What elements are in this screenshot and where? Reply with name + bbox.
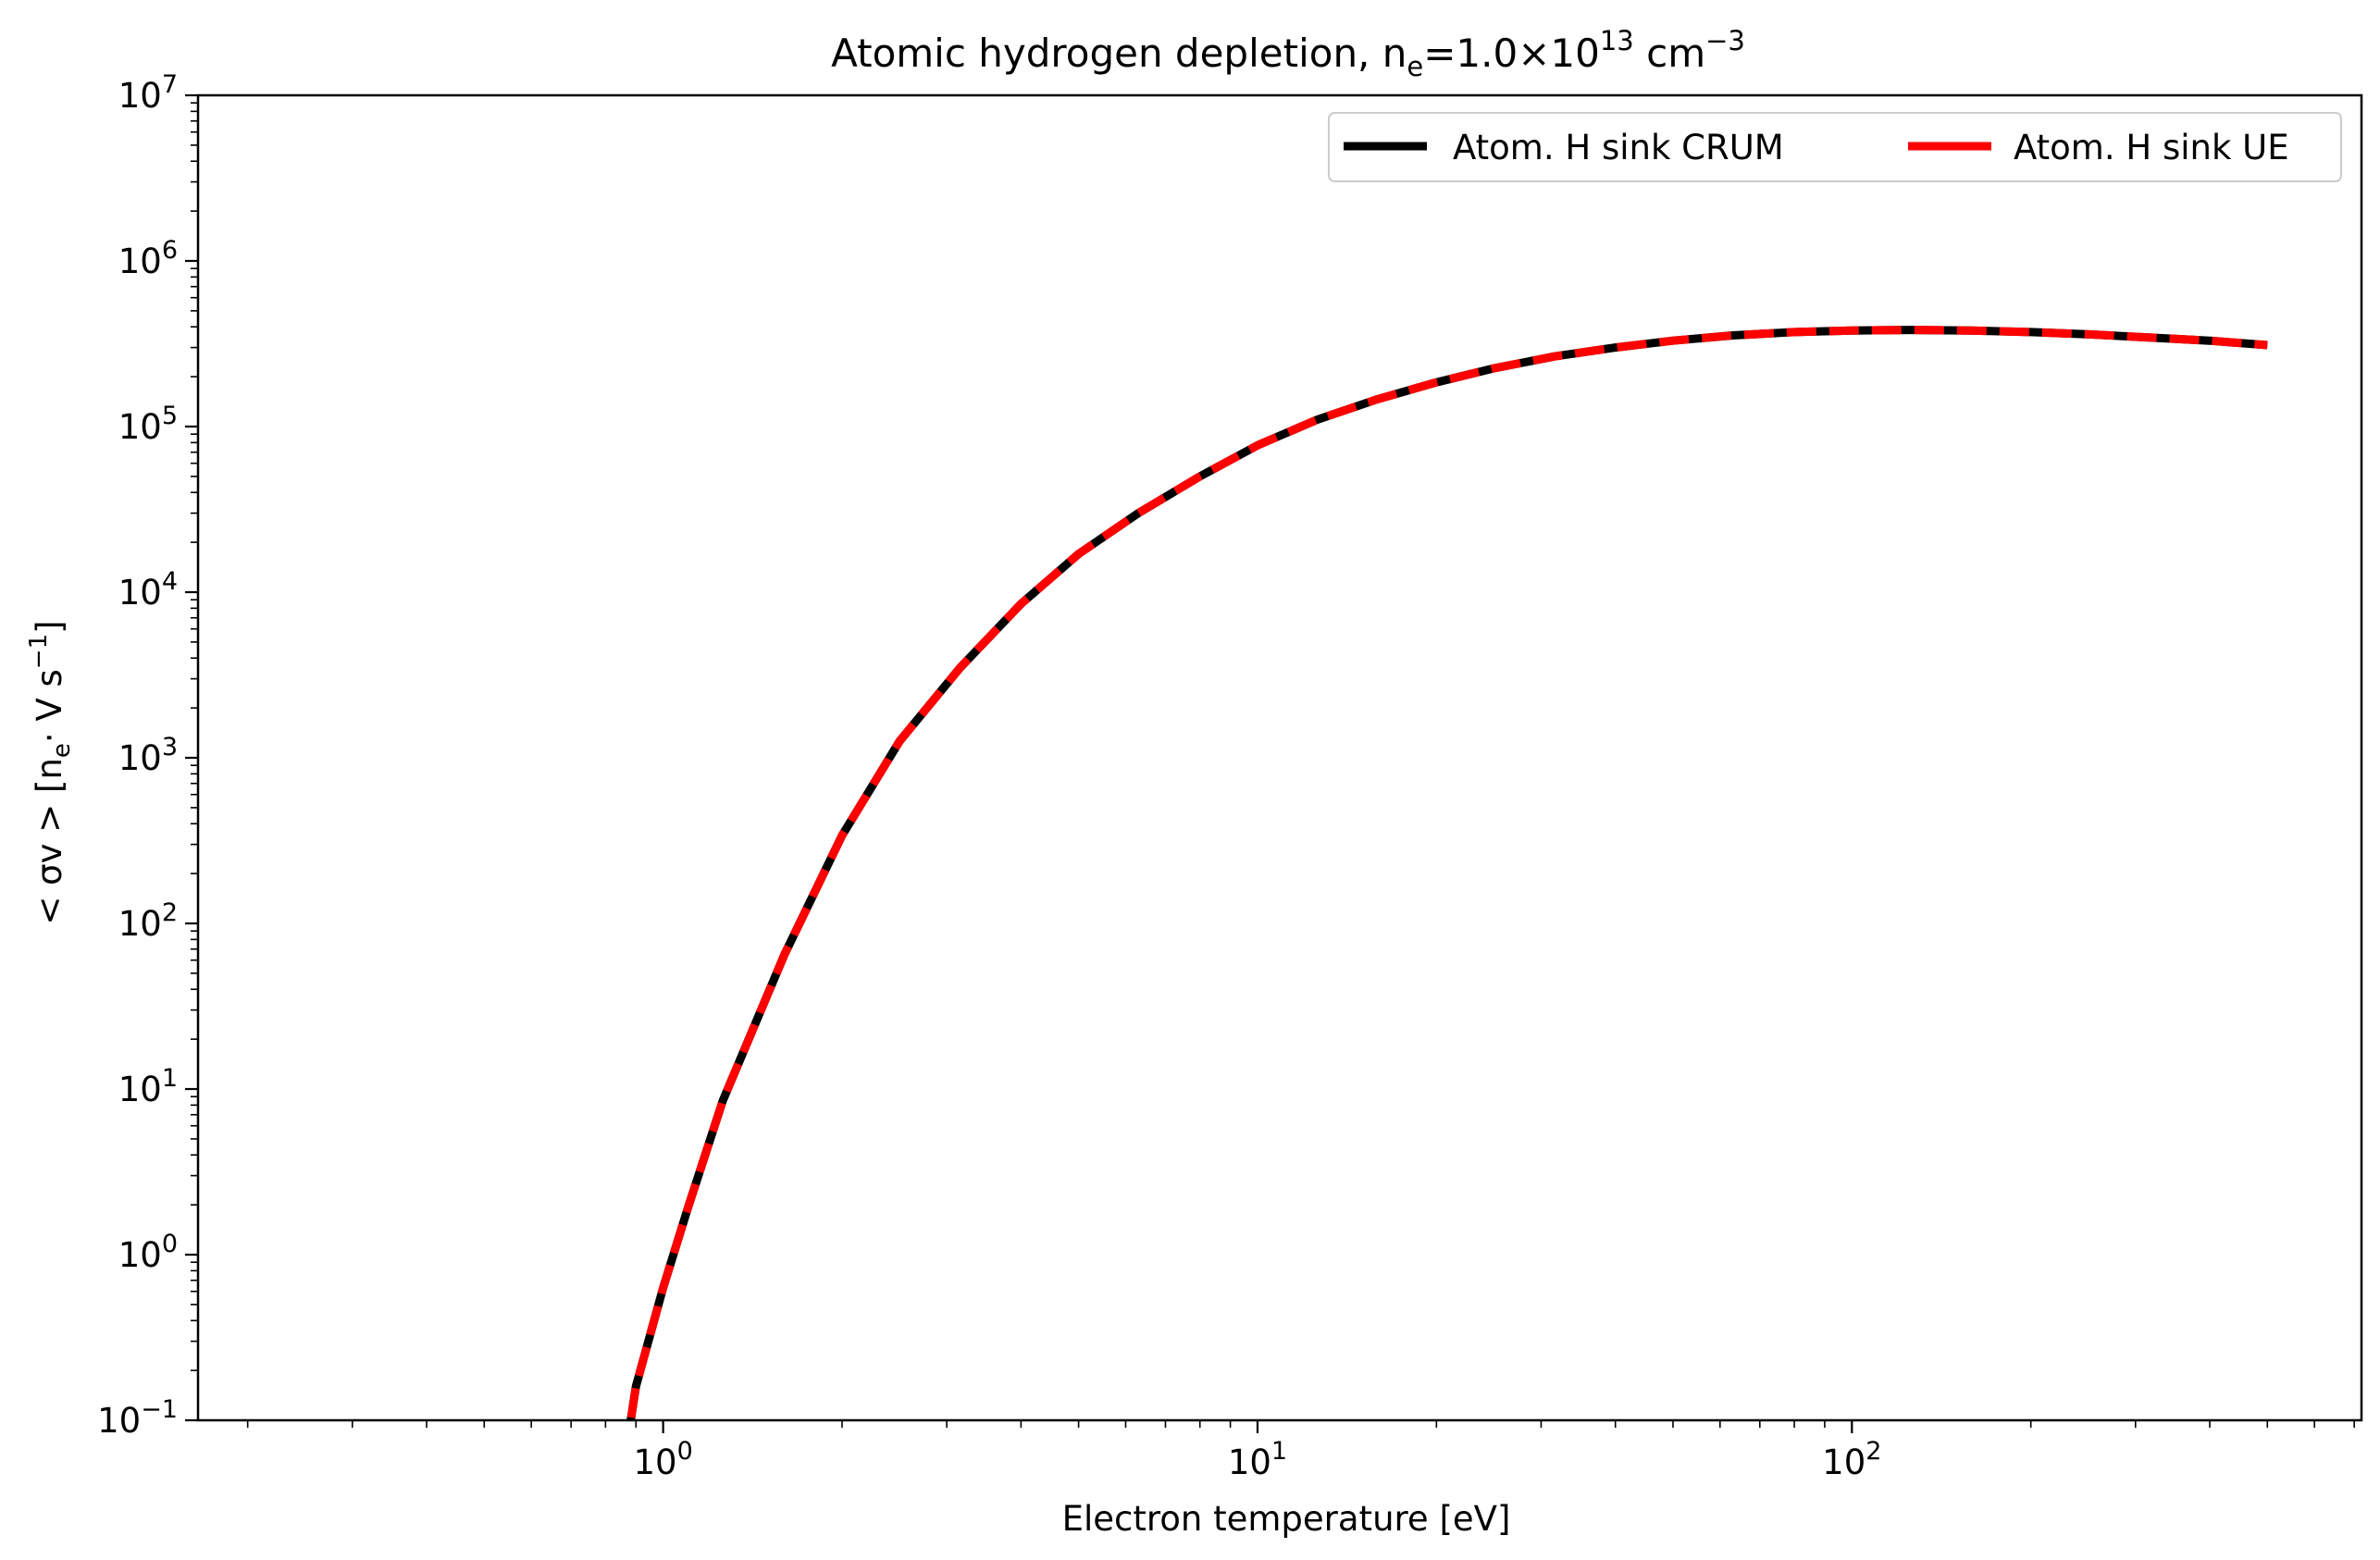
y-tick-label: 105	[118, 402, 178, 447]
y-tick-label: 106	[118, 236, 178, 281]
legend-label-crum: Atom. H sink CRUM	[1453, 128, 1784, 167]
x-tick-label: 102	[1822, 1437, 1881, 1482]
plot-frame	[196, 93, 2363, 1422]
legend-label-ue: Atom. H sink UE	[2014, 128, 2289, 167]
y-tick-label: 103	[118, 733, 178, 778]
y-tick-label: 107	[118, 70, 178, 116]
y-axis-label: < σv > [ne· V s−1]	[25, 620, 76, 924]
y-tick-label: 101	[118, 1064, 178, 1109]
x-tick-label: 101	[1228, 1437, 1287, 1482]
y-tick-label: 102	[118, 898, 178, 944]
axis-ticks: 100 101 102 10−1 100 101 102 103 104 105 106 107	[97, 70, 2355, 1482]
y-tick-label: 104	[118, 567, 178, 613]
data-series	[626, 326, 2268, 1420]
chart-title: Atomic hydrogen depletion, ne=1.0×1013 c…	[831, 25, 1745, 82]
legend-box	[1328, 112, 2342, 182]
x-tick-label: 100	[633, 1437, 692, 1482]
legend: Atom. H sink CRUM Atom. H sink UE	[1328, 112, 2342, 182]
y-tick-label: 10−1	[97, 1395, 178, 1441]
x-axis-label: Electron temperature [eV]	[1062, 1499, 1511, 1539]
y-tick-label: 100	[118, 1230, 178, 1275]
